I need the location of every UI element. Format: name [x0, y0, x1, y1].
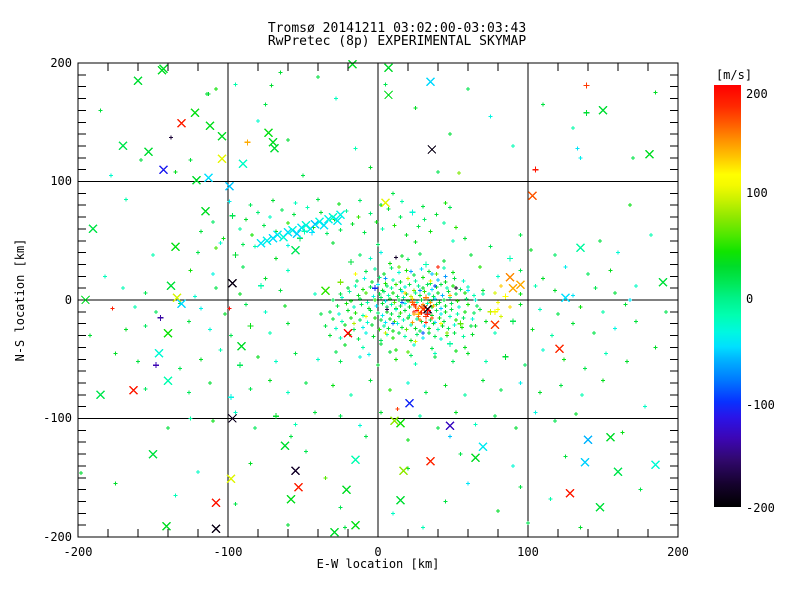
colorbar-units-label: [m/s]: [716, 68, 752, 82]
x-tick-label: 0: [374, 545, 381, 559]
scatter-points: [79, 59, 668, 537]
colorbar-tick-label: -200: [746, 501, 775, 515]
x-tick-label: 200: [667, 545, 689, 559]
colorbar-tick-label: 200: [746, 87, 768, 101]
colorbar: [714, 85, 741, 507]
plot-title-line2: RwPretec (8p) EXPERIMENTAL SKYMAP: [268, 34, 526, 49]
y-tick-label: 0: [65, 293, 72, 307]
y-tick-label: 100: [50, 174, 72, 188]
y-tick-label: -100: [43, 411, 72, 425]
x-tick-label: -100: [214, 545, 243, 559]
plot-frame: [77, 62, 679, 538]
y-axis-title: N-S location [km]: [13, 239, 27, 362]
x-tick-label: -200: [64, 545, 93, 559]
y-tick-label: -200: [43, 530, 72, 544]
colorbar-tick-label: 100: [746, 186, 768, 200]
colorbar-tick-label: -100: [746, 398, 775, 412]
plot-title-line1: Tromsø 20141211 03:02:00-03:03:43: [268, 21, 526, 36]
colorbar-tick-label: 0: [746, 292, 753, 306]
x-axis-title: E-W location [km]: [317, 557, 440, 571]
x-tick-label: 100: [517, 545, 539, 559]
axis-ticks: [78, 63, 678, 537]
y-tick-label: 200: [50, 56, 72, 70]
